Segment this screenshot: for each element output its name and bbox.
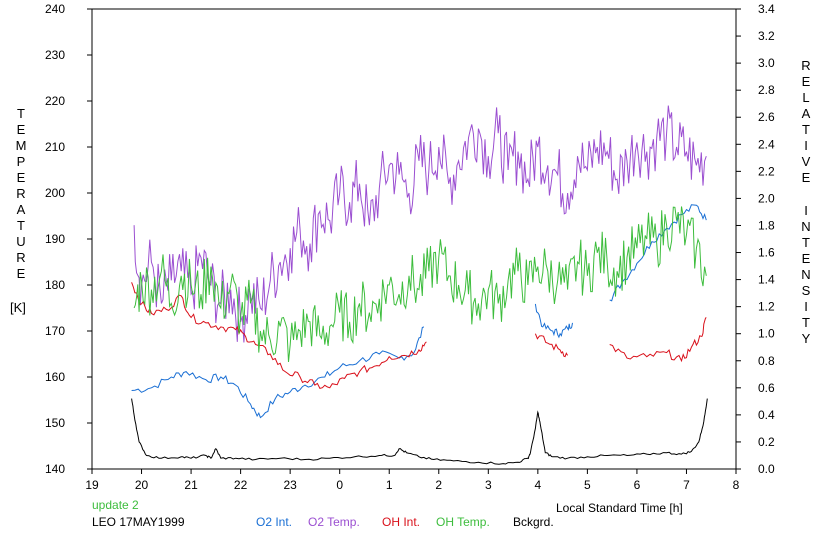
x-axis-label: Local Standard Time [h]	[556, 501, 683, 515]
y-left-label-letter: R	[16, 250, 25, 265]
y-right-tick-label: 0.8	[758, 354, 775, 368]
y-right-tick-label: 1.0	[758, 327, 775, 341]
y-right-label-letter: N	[801, 267, 810, 282]
y-right-tick-label: 2.6	[758, 110, 775, 124]
y-right-tick-label: 2.0	[758, 191, 775, 205]
y-right-label-letter: S	[802, 283, 811, 298]
x-tick-label: 5	[584, 478, 591, 492]
legend-entry: O2 Temp.	[308, 515, 360, 529]
y-left-tick-label: 230	[45, 48, 65, 62]
y-right-tick-label: 2.8	[758, 83, 775, 97]
y-right-tick-label: 3.2	[758, 29, 775, 43]
legend-entry: O2 Int.	[256, 515, 292, 529]
plot-series	[131, 105, 708, 465]
x-tick-label: 6	[634, 478, 641, 492]
y-left-label-letter: T	[17, 106, 25, 121]
site-date-label: LEO 17MAY1999	[92, 515, 185, 529]
axes: 19 20 21 22 23 0 1 2 3 4 5 6 7 8140150160170180190200…	[45, 2, 775, 492]
y-right-label-letter: L	[802, 90, 809, 105]
series-line	[609, 204, 707, 302]
y-right-tick-label: 0.2	[758, 435, 775, 449]
y-right-tick-label: 0.4	[758, 408, 775, 422]
y-left-tick-label: 190	[45, 232, 65, 246]
y-right-label-letter: E	[802, 170, 811, 185]
y-right-label-letter: T	[802, 235, 810, 250]
y-left-label-letter: M	[16, 138, 27, 153]
y-right-label-letter: I	[804, 299, 808, 314]
y-right-tick-label: 3.0	[758, 56, 775, 70]
y-left-tick-label: 140	[45, 462, 65, 476]
y-right-label-letter: E	[802, 251, 811, 266]
y-left-tick-label: 170	[45, 324, 65, 338]
y-right-tick-label: 1.8	[758, 218, 775, 232]
x-tick-label: 4	[535, 478, 542, 492]
x-tick-label: 7	[683, 478, 690, 492]
y-right-tick-label: 0.0	[758, 462, 775, 476]
x-tick-label: 0	[336, 478, 343, 492]
y-right-tick-label: 1.2	[758, 300, 775, 314]
x-tick-label: 20	[135, 478, 149, 492]
x-tick-label: 1	[386, 478, 393, 492]
series-line	[534, 303, 573, 339]
y-left-tick-label: 150	[45, 416, 65, 430]
y-right-label-letter: T	[802, 315, 810, 330]
y-right-tick-label: 1.4	[758, 273, 775, 287]
series-line	[131, 282, 427, 389]
legend-entry: Bckgrd.	[513, 515, 554, 529]
y-left-label-letter: E	[17, 266, 26, 281]
x-tick-label: 22	[234, 478, 248, 492]
series-line	[609, 317, 707, 363]
y-left-label-letter: U	[16, 234, 25, 249]
y-left-label-letter: P	[17, 154, 26, 169]
y-right-label-letter: N	[801, 219, 810, 234]
y-right-label-letter: Y	[802, 331, 811, 346]
x-tick-label: 23	[283, 478, 297, 492]
y-axis-left-unit: [K]	[10, 300, 26, 315]
y-right-tick-label: 0.6	[758, 381, 775, 395]
legend-entry: OH Int.	[382, 515, 420, 529]
series-line	[133, 105, 707, 343]
y-left-label-letter: R	[16, 186, 25, 201]
y-left-tick-label: 180	[45, 278, 65, 292]
x-tick-label: 2	[435, 478, 442, 492]
y-left-tick-label: 160	[45, 370, 65, 384]
y-left-tick-label: 240	[45, 2, 65, 16]
y-right-tick-label: 1.6	[758, 246, 775, 260]
y-right-tick-label: 2.4	[758, 137, 775, 151]
y-right-tick-label: 3.4	[758, 2, 775, 16]
y-left-tick-label: 200	[45, 186, 65, 200]
series-line	[534, 333, 569, 358]
legend: O2 Int. O2 Temp. OH Int. OH Temp. Bckgrd.	[256, 515, 554, 529]
y-left-tick-label: 210	[45, 140, 65, 154]
y-left-label-letter: T	[17, 218, 25, 233]
y-left-tick-label: 220	[45, 94, 65, 108]
y-right-label-letter: E	[802, 74, 811, 89]
y-left-label-letter: A	[17, 202, 26, 217]
x-tick-label: 19	[85, 478, 99, 492]
y-left-label-letter: E	[17, 170, 26, 185]
series-line	[133, 206, 707, 363]
legend-entry: OH Temp.	[436, 515, 490, 529]
x-tick-label: 3	[485, 478, 492, 492]
y-right-label-letter: I	[804, 203, 808, 218]
x-tick-label: 21	[184, 478, 198, 492]
y-right-label-letter: I	[804, 138, 808, 153]
update-label: update 2	[92, 498, 139, 512]
series-line	[131, 398, 708, 465]
y-right-tick-label: 2.2	[758, 164, 775, 178]
y-right-label-letter: R	[801, 58, 810, 73]
y-right-label-letter: V	[802, 154, 811, 169]
y-right-label-letter: A	[802, 106, 811, 121]
series-line	[131, 326, 425, 419]
x-tick-label: 8	[733, 478, 740, 492]
y-right-label-letter: T	[802, 122, 810, 137]
y-left-label-letter: E	[17, 122, 26, 137]
